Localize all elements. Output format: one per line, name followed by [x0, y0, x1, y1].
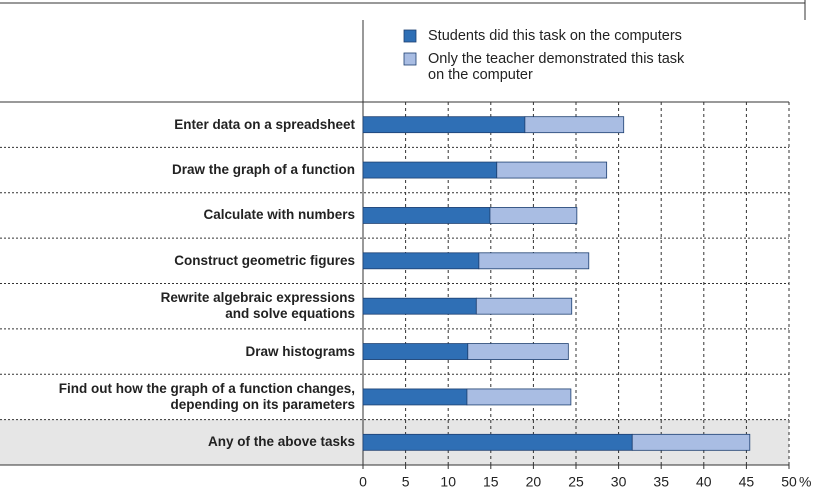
bar-segment — [466, 388, 572, 406]
x-tick-label: 30 — [611, 474, 627, 490]
x-tick-label: 40 — [696, 474, 712, 490]
category-label: Construct geometric figures — [174, 252, 355, 268]
bar-segment — [362, 433, 633, 451]
x-tick-label: 35 — [653, 474, 669, 490]
bar-segment — [362, 207, 491, 224]
legend-label: Students did this task on the computers — [428, 28, 682, 44]
category-label: Any of the above tasks — [207, 434, 355, 450]
category-label: Enter data on a spreadsheet — [174, 116, 355, 132]
x-tick-label: 25 — [568, 474, 584, 490]
category-label: Draw the graph of a function — [171, 162, 355, 178]
bar-segment — [362, 252, 480, 270]
bar-segment — [496, 161, 608, 179]
bar-segment — [489, 207, 578, 224]
x-tick-label: 0 — [359, 474, 367, 490]
bar-segment — [362, 343, 469, 360]
category-label: Rewrite algebraic expressions and solve … — [160, 290, 355, 322]
category-label: Find out how the graph of a function cha… — [58, 380, 355, 412]
bar-segment — [475, 297, 573, 315]
x-tick-label: 10 — [440, 474, 456, 490]
x-tick-label: 20 — [526, 474, 542, 490]
bar-segment — [362, 297, 477, 315]
bar-segment — [631, 433, 751, 451]
x-tick-label: 45 — [739, 474, 755, 490]
x-unit: % — [799, 474, 811, 490]
category-label: Draw histograms — [245, 343, 355, 359]
legend-swatch — [403, 29, 417, 43]
legend-label: Only the teacher demonstrated this task … — [428, 51, 685, 83]
bar-segment — [362, 388, 468, 406]
bar-segment — [524, 116, 625, 134]
bar-segment — [362, 116, 526, 134]
bar-segment — [467, 343, 569, 360]
bar-segment — [362, 161, 498, 179]
x-tick-label: 5 — [402, 474, 410, 490]
legend-swatch — [403, 52, 417, 66]
x-tick-label: 15 — [483, 474, 499, 490]
category-label: Calculate with numbers — [203, 207, 355, 223]
bar-segment — [478, 252, 590, 270]
x-tick-label: 50 — [781, 474, 797, 490]
